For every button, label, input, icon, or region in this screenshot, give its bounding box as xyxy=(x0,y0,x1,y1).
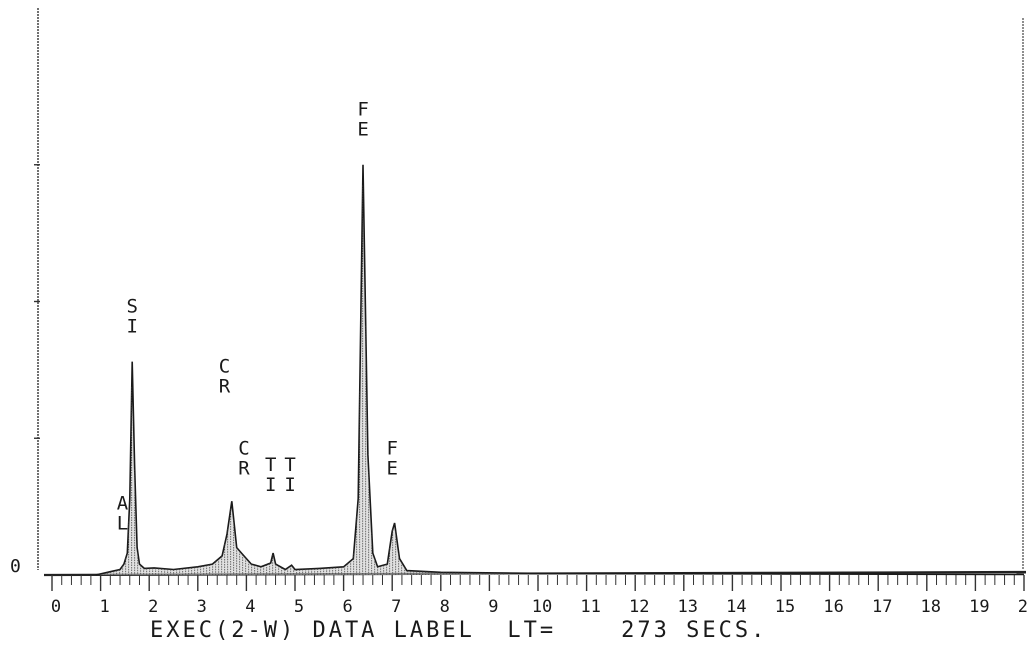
x-tick-label: 10 xyxy=(532,597,552,617)
x-tick-label: 20 xyxy=(1018,597,1027,617)
x-tick-label: 8 xyxy=(440,597,450,617)
spectrum-series xyxy=(95,164,1025,576)
x-tick-label: 6 xyxy=(342,597,352,617)
x-tick-label: 12 xyxy=(629,597,649,617)
x-tick-label: 2 xyxy=(148,597,158,617)
x-tick-label: 5 xyxy=(294,597,304,617)
x-tick-label: 7 xyxy=(391,597,401,617)
y-origin-label: 0 xyxy=(10,556,21,577)
y-axis-ticks xyxy=(34,164,40,439)
peak-labels: S I A L C RC R T IT I F E F E xyxy=(117,99,398,535)
spectrum-fill xyxy=(95,164,1024,576)
spectrum-line xyxy=(95,164,1025,576)
x-tick-label: 3 xyxy=(197,597,207,617)
live-time-value: 273 xyxy=(621,618,670,643)
x-tick-label: 4 xyxy=(245,597,255,617)
x-tick-label: 14 xyxy=(726,597,746,617)
x-tick-label: 1 xyxy=(99,597,109,617)
footer-info: EXEC(2-W) DATA LABEL LT= 273 SECS. xyxy=(150,618,767,643)
x-tick-label: 16 xyxy=(823,597,843,617)
footer-label: EXEC(2-W) DATA LABEL xyxy=(150,618,475,643)
live-time-unit: SECS. xyxy=(686,618,768,643)
x-tick-label: 13 xyxy=(678,597,698,617)
x-tick-label: 18 xyxy=(921,597,941,617)
x-tick-label: 11 xyxy=(580,597,600,617)
plot-frame xyxy=(37,8,1027,577)
x-tick-label: 17 xyxy=(872,597,892,617)
x-axis-tick-labels: 01234567891011121314151617181920 xyxy=(51,597,1027,617)
x-axis-ticks xyxy=(51,575,1025,591)
x-tick-label: 15 xyxy=(775,597,795,617)
live-time-label: LT= xyxy=(507,618,557,643)
x-tick-label: 19 xyxy=(969,597,989,617)
x-tick-label: 9 xyxy=(488,597,498,617)
x-tick-label: 0 xyxy=(51,597,61,617)
